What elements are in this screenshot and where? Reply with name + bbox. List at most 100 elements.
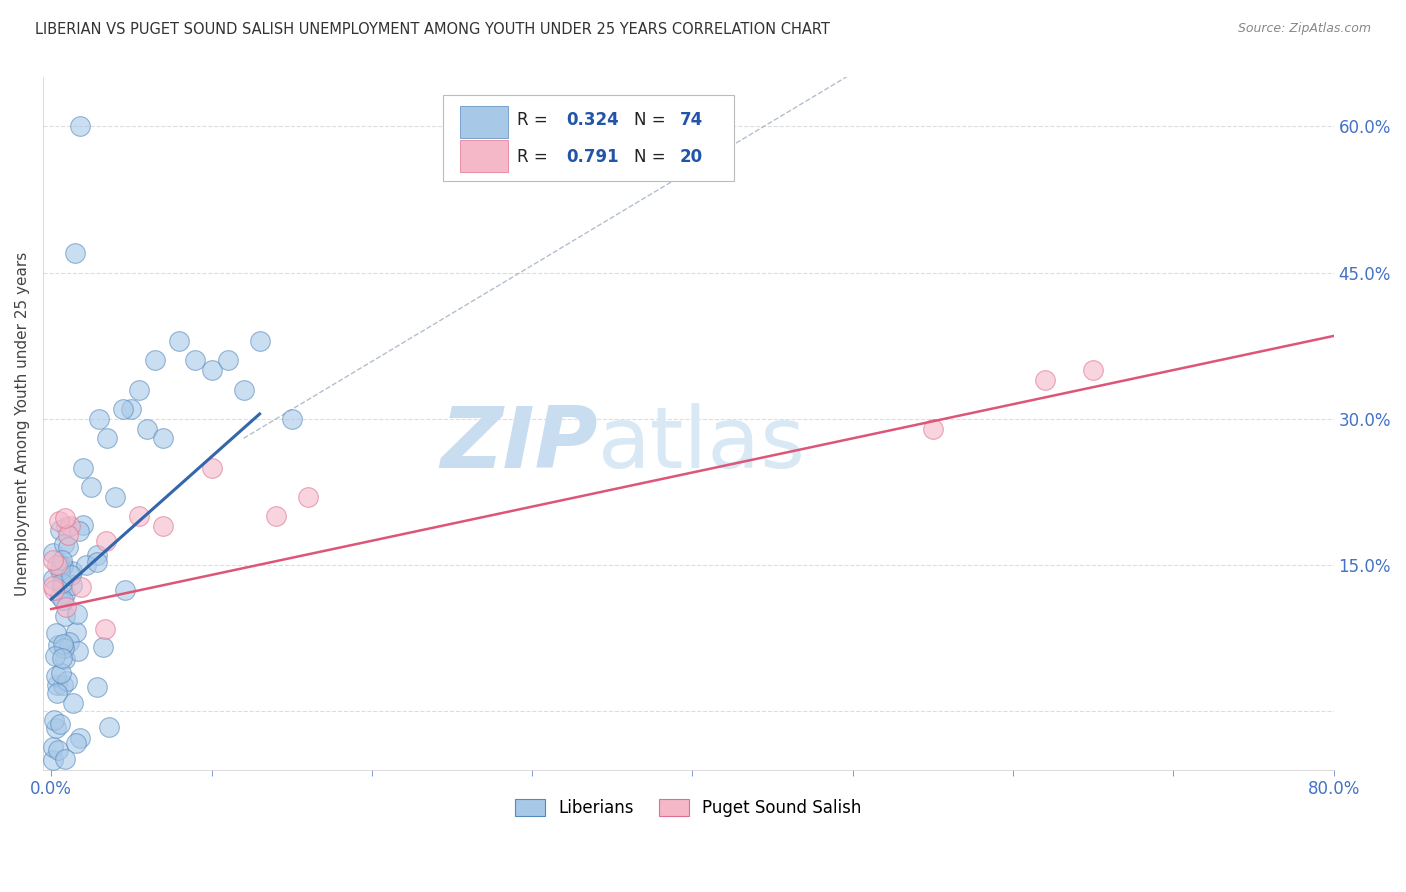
Point [42,553,65,567]
Point [120,402,142,417]
Text: 74: 74 [679,112,703,129]
Point [60,578,83,592]
FancyBboxPatch shape [460,140,508,172]
Point [55,751,77,765]
Point [1083,363,1105,377]
Text: LIBERIAN VS PUGET SOUND SALISH UNEMPLOYMENT AMONG YOUTH UNDER 25 YEARS CORRELATI: LIBERIAN VS PUGET SOUND SALISH UNEMPLOYM… [35,22,830,37]
Point [55,674,77,689]
Point [49,589,72,603]
Point [48,514,70,528]
Point [86,680,108,694]
Point [200,363,222,377]
Point [59,518,82,533]
Point [169,334,191,348]
Point [65,246,87,260]
Point [62,564,84,578]
Point [94,533,117,548]
Point [52,559,75,574]
Point [51,650,73,665]
Point [264,509,287,524]
Point [51,666,73,681]
Y-axis label: Unemployment Among Youth under 25 years: Unemployment Among Youth under 25 years [15,252,30,596]
Point [184,353,207,368]
Text: 0.324: 0.324 [565,112,619,129]
Point [59,567,82,582]
Point [66,644,89,658]
Point [53,511,76,525]
Point [52,637,75,651]
Point [128,383,150,397]
Point [112,402,135,417]
FancyBboxPatch shape [443,95,734,181]
Point [42,579,65,593]
Point [249,334,271,348]
Point [921,421,943,435]
Text: ZIP: ZIP [440,403,598,486]
Point [152,431,174,445]
Point [69,119,91,133]
Point [69,731,91,745]
Point [89,412,111,426]
Point [232,383,254,397]
Point [51,580,73,594]
Point [65,625,87,640]
Point [56,540,79,554]
Point [280,412,302,426]
Text: R =: R = [517,112,553,129]
Point [67,524,90,539]
Text: N =: N = [634,112,671,129]
Point [75,558,97,572]
Point [80,480,103,494]
Text: Source: ZipAtlas.com: Source: ZipAtlas.com [1237,22,1371,36]
Point [104,490,127,504]
Point [72,517,94,532]
Point [49,564,72,578]
Point [48,558,70,573]
Point [49,717,72,731]
Text: 20: 20 [679,148,703,166]
Point [96,431,118,445]
Point [62,696,84,710]
Point [97,720,120,734]
Point [46,686,69,700]
Point [42,740,65,755]
Point [128,509,150,524]
Text: 0.791: 0.791 [565,148,619,166]
Point [136,421,159,435]
Point [69,580,91,594]
Point [55,600,77,615]
Point [65,736,87,750]
Point [145,353,167,368]
Point [297,490,319,504]
Point [45,721,67,735]
Point [51,575,73,590]
Point [55,652,77,666]
Point [45,625,67,640]
Point [52,678,75,692]
Point [51,553,73,567]
Text: R =: R = [517,148,553,166]
Point [1033,373,1056,387]
Point [86,548,108,562]
Point [72,460,94,475]
Point [42,713,65,727]
Point [42,753,65,767]
Point [44,648,66,663]
FancyBboxPatch shape [460,106,508,137]
Point [94,623,117,637]
Point [86,555,108,569]
Point [55,520,77,534]
Point [46,638,69,652]
Point [217,353,239,368]
Text: N =: N = [634,148,671,166]
Point [52,537,75,551]
Point [45,669,67,683]
Point [53,640,76,655]
Point [42,572,65,586]
Text: atlas: atlas [598,403,806,486]
Point [66,607,89,621]
Point [200,460,222,475]
Point [91,640,114,655]
Point [52,592,75,607]
Point [46,678,69,692]
